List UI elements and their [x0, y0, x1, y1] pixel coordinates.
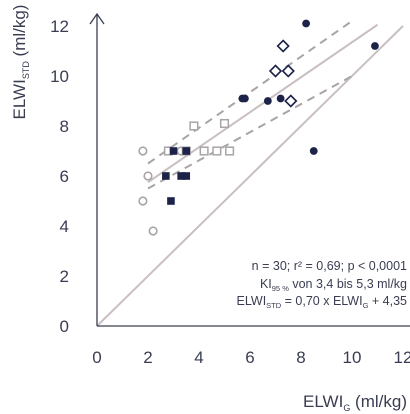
- data-point-filled-circle: [241, 94, 249, 103]
- data-point-open-circle: [148, 226, 158, 236]
- data-points: [138, 19, 379, 236]
- regression-line: [147, 23, 379, 184]
- y-tick-label: 0: [60, 317, 69, 336]
- x-tick-label: 2: [143, 348, 152, 367]
- x-tick-label: 10: [343, 348, 362, 367]
- y-tick-label: 10: [50, 67, 69, 86]
- annotation-stats-line: n = 30; r² = 0,69; p < 0,0001: [252, 259, 407, 273]
- axes: [89, 12, 410, 327]
- data-point-filled-square: [162, 172, 170, 180]
- data-point-filled-circle: [371, 42, 379, 50]
- data-point-open-diamond: [276, 39, 290, 53]
- data-point-open-square: [219, 118, 230, 129]
- stats-annotation: n = 30; r² = 0,69; p < 0,0001 KI95 % von…: [237, 259, 408, 310]
- data-point-filled-square: [177, 172, 185, 180]
- x-tick-label: 0: [92, 348, 101, 367]
- annotation-equation-line: ELWISTD = 0,70 x ELWIG + 4,35: [237, 294, 408, 310]
- y-tick-label: 12: [50, 17, 69, 36]
- y-tick-label: 2: [60, 267, 69, 286]
- x-tick-label: 4: [194, 348, 203, 367]
- data-point-open-square: [199, 146, 209, 156]
- annotation-ci-line: KI95 % von 3,4 bis 5,3 ml/kg: [260, 277, 407, 293]
- data-point-open-square: [212, 146, 222, 156]
- y-tick-label: 6: [60, 167, 69, 186]
- data-point-filled-circle: [276, 94, 285, 103]
- tick-labels: 0 2 4 6 8 10 12 0 2 4 6 8 10 12: [50, 17, 410, 367]
- data-point-open-diamond: [268, 64, 283, 78]
- data-point-open-circle: [138, 196, 148, 206]
- y-axis-title: ELWISTD (ml/kg): [10, 5, 31, 120]
- x-axis-title: ELWIG (ml/kg): [303, 392, 407, 413]
- y-tick-label: 8: [60, 117, 69, 136]
- x-tick-label: 12: [394, 348, 410, 367]
- data-point-open-circle: [138, 146, 148, 156]
- data-point-filled-square: [182, 147, 191, 155]
- x-tick-label: 6: [245, 348, 254, 367]
- data-point-open-diamond: [284, 94, 298, 108]
- y-axis-arrow: [89, 12, 105, 25]
- x-tick-label: 8: [296, 348, 305, 367]
- y-tick-label: 4: [60, 217, 69, 236]
- identity-line: [96, 25, 404, 327]
- data-point-filled-square: [169, 147, 178, 155]
- data-point-open-square: [225, 146, 235, 156]
- data-point-open-square: [189, 121, 199, 131]
- data-point-filled-circle: [309, 147, 318, 155]
- data-point-filled-square: [182, 172, 191, 180]
- ci-lower-line: [147, 75, 353, 190]
- data-point-filled-circle: [263, 97, 272, 105]
- data-point-open-circle: [143, 171, 153, 181]
- data-point-open-diamond: [281, 64, 295, 78]
- data-point-filled-square: [167, 197, 175, 205]
- reference-lines: [96, 20, 404, 327]
- data-point-filled-circle: [302, 19, 310, 28]
